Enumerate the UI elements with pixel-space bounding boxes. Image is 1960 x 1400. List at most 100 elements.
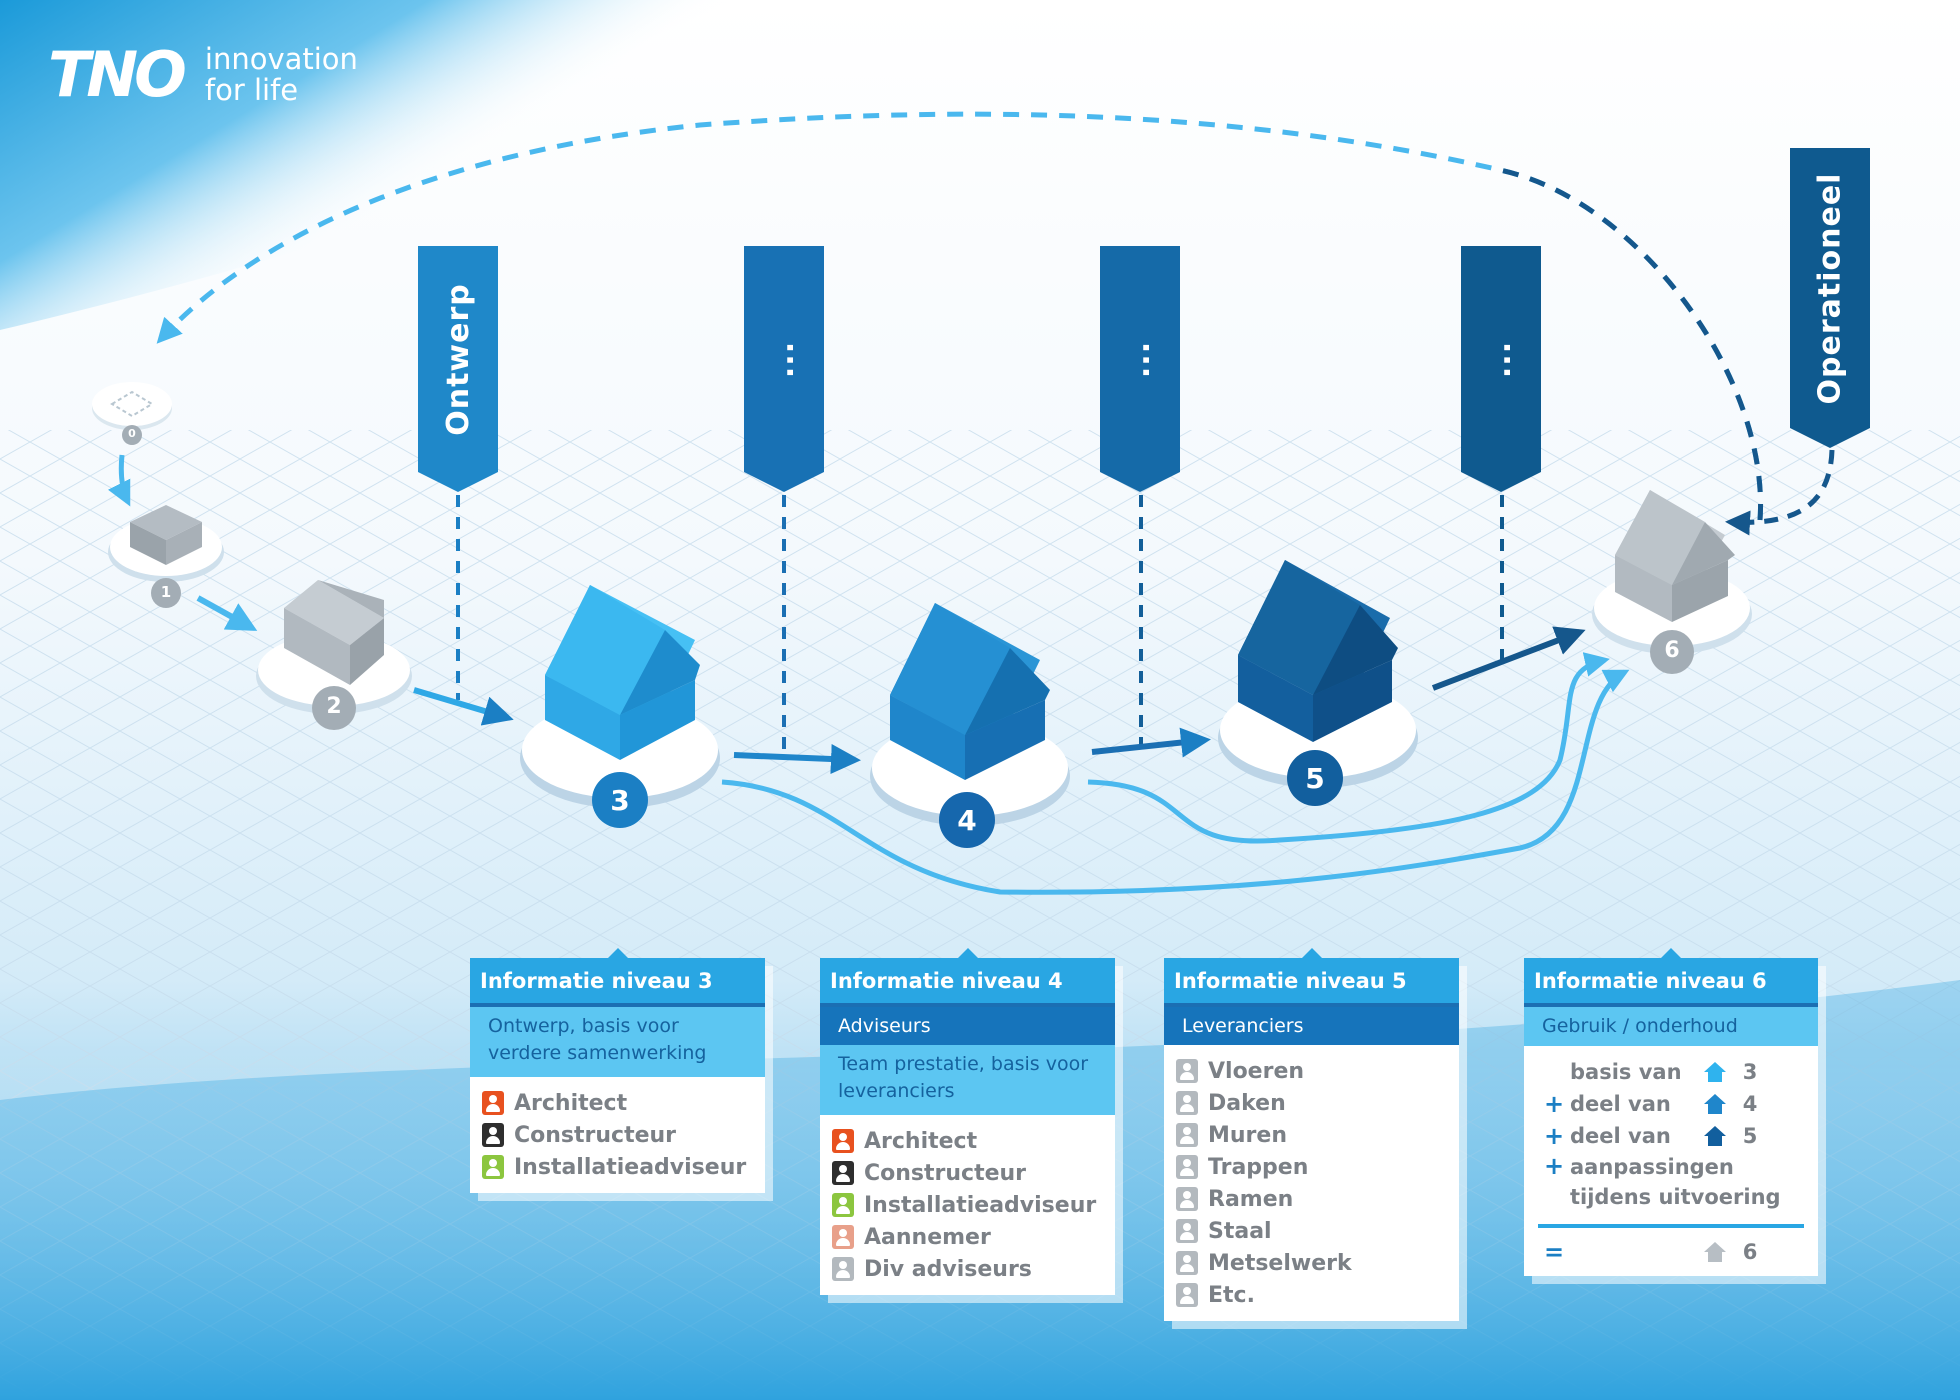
supplier-name: Daken — [1208, 1090, 1286, 1116]
banner-operationeel: Operationeel — [1790, 148, 1870, 428]
banner-ontwerp: Ontwerp — [418, 246, 498, 472]
house-icon — [1695, 1125, 1735, 1147]
person-icon — [832, 1161, 854, 1185]
supplier-name: Metselwerk — [1208, 1250, 1352, 1276]
person-name: Architect — [864, 1128, 978, 1154]
supplier-name: Muren — [1208, 1122, 1287, 1148]
adjust-line-1: aanpassingen — [1570, 1155, 1734, 1179]
level-row-text: deel van — [1570, 1124, 1671, 1148]
house-icon — [1695, 1093, 1735, 1115]
stage-number-3: 3 — [610, 784, 630, 817]
tagline-line-2: for life — [204, 73, 299, 107]
person-name: Constructeur — [514, 1122, 677, 1148]
person-icon — [482, 1091, 504, 1115]
list-item: Installatieadviseur — [482, 1151, 765, 1183]
card-level-5: Informatie niveau 5 Leveranciers Vloeren… — [1164, 948, 1459, 1321]
stage-number-0: 0 — [128, 427, 136, 440]
card-level-6: Informatie niveau 6 Gebruik / onderhoud … — [1524, 948, 1818, 1276]
level-row: basis van 3 — [1538, 1056, 1804, 1088]
list-item: Vloeren — [1176, 1055, 1459, 1087]
list-item: Div adviseurs — [832, 1253, 1115, 1285]
banner-dots-1-label: ... — [766, 340, 802, 378]
stage-2-platform — [256, 580, 412, 730]
level-row-prefix: + — [1543, 1122, 1565, 1150]
person-name: Aannemer — [864, 1224, 991, 1250]
level-row-adjust: + aanpassingen tijdens uitvoering — [1538, 1152, 1804, 1212]
stage-number-5: 5 — [1305, 762, 1325, 795]
banner-dots-1: ... — [744, 246, 824, 472]
person-name: Installatieadviseur — [864, 1192, 1097, 1218]
stage-6-platform — [1592, 490, 1752, 674]
person-icon — [1176, 1155, 1198, 1179]
level-row: + deel van 5 — [1538, 1120, 1804, 1152]
level-row-prefix: + — [1543, 1152, 1565, 1180]
card-level-6-body: basis van 3 + deel van 4 + deel van — [1524, 1046, 1818, 1276]
stage-number-2: 2 — [326, 694, 342, 719]
banner-dots-3-label: ... — [1483, 340, 1519, 378]
banner-dots-2: ... — [1100, 246, 1180, 472]
card-level-3-subtitle: Ontwerp, basis voor verdere samenwerking — [470, 1007, 765, 1077]
card-level-4-title: Informatie niveau 4 — [820, 948, 1115, 1007]
card-level-4-people: Architect Constructeur Installatieadvise… — [820, 1115, 1115, 1295]
supplier-name: Staal — [1208, 1218, 1272, 1244]
card-level-5-group: Leveranciers — [1164, 1007, 1459, 1045]
person-icon — [832, 1225, 854, 1249]
result-row: = 6 — [1538, 1236, 1804, 1268]
person-icon — [1176, 1123, 1198, 1147]
person-icon — [1176, 1091, 1198, 1115]
person-icon — [832, 1129, 854, 1153]
person-icon — [482, 1123, 504, 1147]
person-icon — [1176, 1059, 1198, 1083]
list-item: Muren — [1176, 1119, 1459, 1151]
level-row-number: 3 — [1742, 1060, 1758, 1084]
person-icon — [1176, 1219, 1198, 1243]
stage-number-1: 1 — [160, 583, 172, 601]
list-item: Ramen — [1176, 1183, 1459, 1215]
banner-dots-3: ... — [1461, 246, 1541, 472]
level-row-prefix: + — [1543, 1090, 1565, 1118]
adjust-text: aanpassingen tijdens uitvoering — [1570, 1152, 1781, 1212]
list-item: Constructeur — [482, 1119, 765, 1151]
stage-1-platform — [108, 505, 224, 608]
supplier-name: Vloeren — [1208, 1058, 1305, 1084]
list-item: Metselwerk — [1176, 1247, 1459, 1279]
adjust-line-2: tijdens uitvoering — [1570, 1185, 1781, 1209]
result-divider — [1538, 1224, 1804, 1228]
person-icon — [1176, 1251, 1198, 1275]
level-row-number: 5 — [1742, 1124, 1758, 1148]
result-prefix: = — [1543, 1238, 1565, 1266]
card-level-4-group: Adviseurs — [820, 1007, 1115, 1045]
supplier-name: Trappen — [1208, 1154, 1309, 1180]
stage-3-platform — [520, 585, 720, 828]
list-item: Trappen — [1176, 1151, 1459, 1183]
list-item: Constructeur — [832, 1157, 1115, 1189]
person-name: Architect — [514, 1090, 628, 1116]
stage-number-6: 6 — [1664, 638, 1680, 663]
card-level-3-title: Informatie niveau 3 — [470, 948, 765, 1007]
card-level-5-suppliers: Vloeren Daken Muren Trappen Ramen Staal — [1164, 1045, 1459, 1321]
level-row-text: basis van — [1570, 1060, 1682, 1084]
level-row-text: deel van — [1570, 1092, 1671, 1116]
card-level-3: Informatie niveau 3 Ontwerp, basis voor … — [470, 948, 765, 1193]
person-icon — [832, 1257, 854, 1281]
supplier-name: Ramen — [1208, 1186, 1294, 1212]
tagline-line-1: innovation — [204, 42, 358, 76]
list-item: Aannemer — [832, 1221, 1115, 1253]
card-level-4: Informatie niveau 4 Adviseurs Team prest… — [820, 948, 1115, 1295]
list-item: Etc. — [1176, 1279, 1459, 1311]
banner-dots-2-label: ... — [1122, 340, 1158, 378]
card-level-6-title: Informatie niveau 6 — [1524, 948, 1818, 1007]
list-item: Installatieadviseur — [832, 1189, 1115, 1221]
list-item: Staal — [1176, 1215, 1459, 1247]
list-item: Daken — [1176, 1087, 1459, 1119]
stage-5-platform — [1218, 560, 1418, 806]
tno-logo-mark: TNO — [48, 38, 187, 111]
person-name: Div adviseurs — [864, 1256, 1032, 1282]
stage-0-platform — [92, 382, 172, 445]
banner-ontwerp-label: Ontwerp — [440, 282, 476, 436]
person-icon — [482, 1155, 504, 1179]
card-level-5-title: Informatie niveau 5 — [1164, 948, 1459, 1007]
person-icon — [1176, 1283, 1198, 1307]
